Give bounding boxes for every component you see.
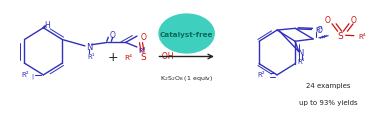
Text: R⁴: R⁴ <box>125 54 133 60</box>
Text: R³: R³ <box>139 47 146 53</box>
Text: R¹: R¹ <box>87 53 95 59</box>
Text: 24 examples: 24 examples <box>306 83 350 88</box>
Text: up to 93% yields: up to 93% yields <box>299 100 357 106</box>
Text: –OH: –OH <box>159 52 175 61</box>
Text: S: S <box>338 31 343 40</box>
Text: R²: R² <box>21 71 29 77</box>
Text: H: H <box>44 21 50 30</box>
Text: R¹: R¹ <box>297 59 305 65</box>
Text: R²: R² <box>257 72 265 78</box>
Text: +: + <box>108 51 118 63</box>
Text: R⁴: R⁴ <box>359 34 366 40</box>
Text: O: O <box>141 33 147 42</box>
Text: O: O <box>325 16 330 25</box>
Text: O: O <box>109 31 115 40</box>
Text: K$_2$S$_2$O$_8$ (1 equiv): K$_2$S$_2$O$_8$ (1 equiv) <box>160 73 213 82</box>
Text: R³: R³ <box>315 26 323 32</box>
Text: |: | <box>32 73 34 78</box>
Text: N: N <box>86 43 92 52</box>
Text: S: S <box>140 53 146 61</box>
Text: N: N <box>297 48 303 57</box>
Text: O: O <box>351 16 357 25</box>
Text: O: O <box>316 25 322 34</box>
Text: Catalyst-free: Catalyst-free <box>160 31 213 37</box>
Ellipse shape <box>158 14 215 54</box>
